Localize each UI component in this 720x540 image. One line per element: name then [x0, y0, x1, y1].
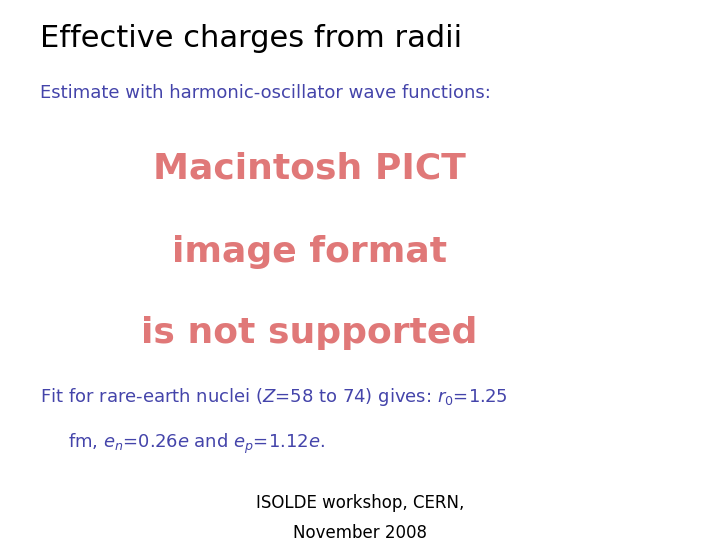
Text: image format: image format: [172, 235, 447, 269]
Text: Macintosh PICT: Macintosh PICT: [153, 151, 466, 185]
Text: Fit for rare-earth nuclei ($Z$=58 to 74) gives: $r_0$=1.25: Fit for rare-earth nuclei ($Z$=58 to 74)…: [40, 386, 507, 408]
Text: is not supported: is not supported: [141, 316, 478, 350]
Text: November 2008: November 2008: [293, 524, 427, 540]
Text: Effective charges from radii: Effective charges from radii: [40, 24, 462, 53]
Text: ISOLDE workshop, CERN,: ISOLDE workshop, CERN,: [256, 494, 464, 512]
Text: fm, $e_n$=0.26$e$ and $e_p$=1.12$e$.: fm, $e_n$=0.26$e$ and $e_p$=1.12$e$.: [68, 432, 325, 456]
Text: Estimate with harmonic-oscillator wave functions:: Estimate with harmonic-oscillator wave f…: [40, 84, 490, 102]
